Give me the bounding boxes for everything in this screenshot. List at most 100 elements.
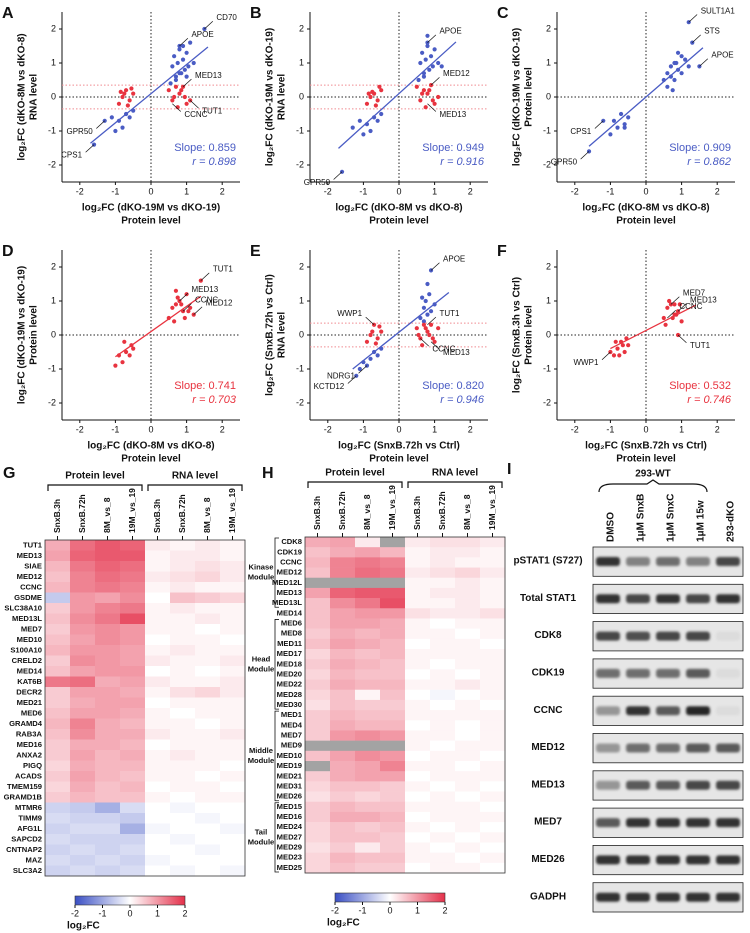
row-label: KAT6B xyxy=(17,677,42,686)
band xyxy=(686,743,710,753)
row-label: MED13L xyxy=(12,614,42,623)
point xyxy=(418,315,423,321)
row-label: DECR2 xyxy=(16,687,42,696)
x-tick-label: 1 xyxy=(679,424,684,434)
cell xyxy=(480,862,506,874)
stat-r: r = 0.703 xyxy=(192,394,237,406)
cell xyxy=(45,718,71,730)
cell xyxy=(405,598,431,609)
point xyxy=(620,343,625,348)
point xyxy=(425,312,430,317)
row-label: MED8 xyxy=(281,629,302,638)
cell xyxy=(355,587,381,599)
cell xyxy=(120,802,146,814)
blot-row-label: CDK8 xyxy=(534,630,562,641)
point xyxy=(665,84,670,89)
cell xyxy=(120,792,146,803)
cell xyxy=(380,669,406,680)
cell xyxy=(405,791,431,803)
x-axis-label: log₂FC (dKO-8M vs dKO-8) xyxy=(582,203,709,214)
point xyxy=(611,118,617,123)
blot-row-label: MED12 xyxy=(531,742,565,753)
cell xyxy=(330,649,356,660)
cell xyxy=(170,645,196,656)
col-label: 19M_vs_19 xyxy=(227,488,237,533)
cell xyxy=(70,708,96,719)
x-axis-label: log₂FC (SnxB.72h vs Ctrl) xyxy=(585,441,707,452)
cell xyxy=(480,679,506,691)
cell xyxy=(480,567,506,579)
row-label: MED12L xyxy=(272,578,302,587)
cell xyxy=(305,537,331,548)
point xyxy=(375,118,380,123)
cell xyxy=(380,730,406,741)
cell xyxy=(95,571,121,583)
stat-r: r = 0.862 xyxy=(687,156,731,168)
cell xyxy=(195,760,221,772)
point xyxy=(667,298,672,304)
row-label: MED24 xyxy=(277,822,303,831)
cell xyxy=(455,822,481,833)
col-label: SnxB.72h xyxy=(177,494,187,533)
row-label: S100A10 xyxy=(10,645,42,654)
cell xyxy=(430,720,456,731)
cell xyxy=(195,550,221,562)
module-label: Kinase Module xyxy=(248,563,275,582)
cell xyxy=(195,655,221,667)
x-axis-label: log₂FC (dKO-19M vs dKO-19) xyxy=(82,203,220,214)
cell xyxy=(195,645,221,656)
module-bracket xyxy=(274,619,279,710)
cell xyxy=(355,689,381,701)
annotation: TUT1 xyxy=(202,107,223,116)
cell xyxy=(455,852,481,864)
row-label: SAPCD2 xyxy=(11,834,42,843)
annotation: SULT1A1 xyxy=(701,6,736,15)
point xyxy=(420,343,425,348)
cell xyxy=(70,729,96,740)
cell xyxy=(380,699,406,711)
annotation: CPS1 xyxy=(61,151,82,160)
cell xyxy=(45,760,71,772)
point xyxy=(679,71,684,76)
point xyxy=(375,353,380,358)
module-bracket xyxy=(274,537,279,608)
row-label: TMEM159 xyxy=(7,782,42,791)
cell xyxy=(120,676,146,688)
cell xyxy=(355,730,381,741)
cell xyxy=(170,687,196,698)
row-label: MED13 xyxy=(277,588,302,597)
y-tick-label: -2 xyxy=(543,159,551,169)
group-label: Protein level xyxy=(325,468,385,479)
x-tick-label: 0 xyxy=(396,424,401,434)
point xyxy=(427,292,432,297)
annotation-leader xyxy=(420,338,429,347)
annotation: MED13 xyxy=(439,110,466,119)
cell xyxy=(220,561,246,572)
cell xyxy=(70,802,96,814)
cell xyxy=(430,740,456,752)
cell xyxy=(355,761,381,772)
cell xyxy=(120,634,146,646)
point xyxy=(670,88,675,93)
point xyxy=(672,77,677,83)
cell xyxy=(220,844,246,856)
cell xyxy=(330,811,356,823)
cell xyxy=(455,801,481,813)
cell xyxy=(70,645,96,656)
cell xyxy=(70,781,96,793)
cell xyxy=(380,720,406,731)
cell xyxy=(430,669,456,680)
module-label-line: Middle xyxy=(249,746,273,755)
point xyxy=(622,125,627,130)
row-label: MTMR6 xyxy=(15,803,42,812)
cell xyxy=(305,567,331,579)
band xyxy=(686,780,710,790)
cell xyxy=(405,842,431,853)
band xyxy=(686,818,710,828)
annotation-leader xyxy=(670,296,680,305)
point xyxy=(425,91,430,96)
cell xyxy=(380,628,406,640)
cell xyxy=(455,730,481,741)
cell xyxy=(480,710,506,721)
cell xyxy=(480,740,506,752)
